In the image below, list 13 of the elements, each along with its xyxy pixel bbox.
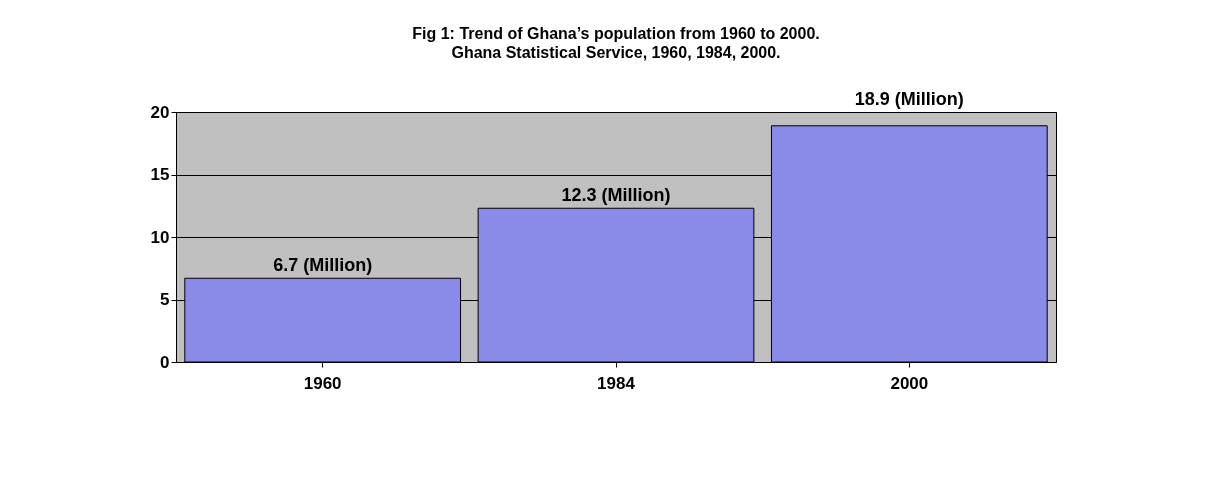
chart-title: Fig 1: Trend of Ghana’s population from 1960 to 2000.: [412, 25, 820, 42]
y-tick-label: 20: [150, 102, 170, 122]
x-tick-label: 1960: [303, 373, 342, 393]
y-tick-label: 0: [160, 352, 170, 372]
chart-subtitle: Ghana Statistical Service, 1960, 1984, 2000.: [451, 44, 781, 61]
data-label: 18.9 (Million): [854, 89, 964, 109]
x-tick-label: 1984: [597, 373, 636, 393]
y-tick-label: 10: [150, 227, 170, 247]
data-label: 12.3 (Million): [561, 185, 671, 206]
data-label: 6.7 (Million): [273, 255, 373, 276]
x-tick-label: 2000: [890, 373, 929, 393]
y-tick-label: 15: [150, 165, 170, 184]
y-tick-label: 5: [160, 290, 170, 309]
